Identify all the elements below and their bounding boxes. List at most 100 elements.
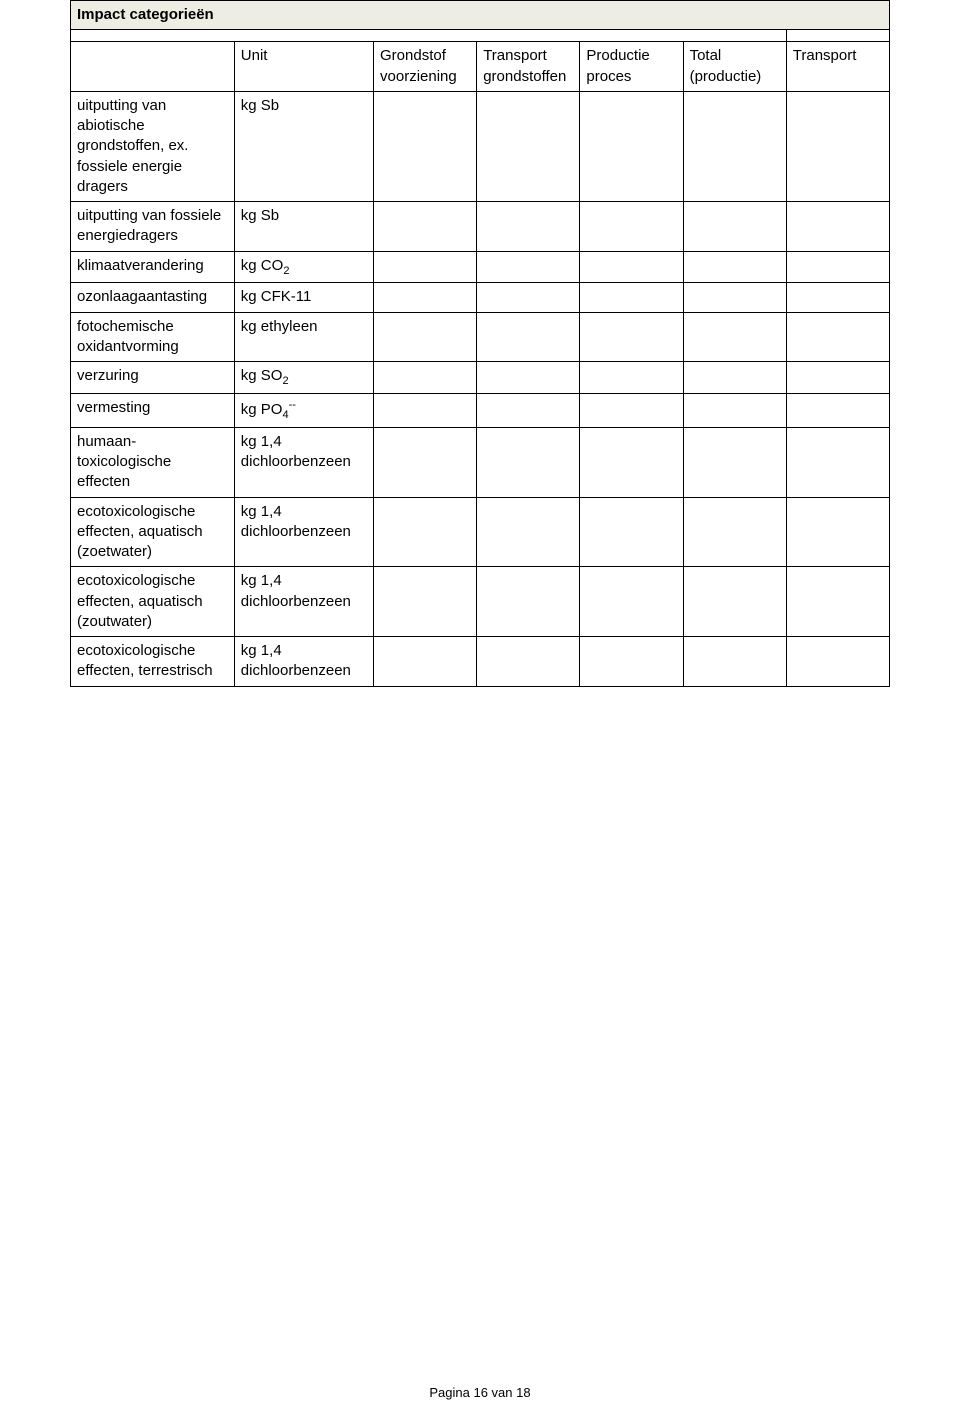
value-cell (477, 283, 580, 312)
value-cell (683, 637, 786, 687)
value-cell (477, 251, 580, 283)
header-transport-grond-l1: Transport (483, 47, 547, 64)
value-cell (374, 202, 477, 252)
unit-sub: 2 (283, 265, 289, 277)
value-cell (477, 202, 580, 252)
table-row: fotochemische oxidantvorming kg ethyleen (71, 312, 890, 362)
unit-cell: kg 1,4 dichloorbenzeen (234, 637, 373, 687)
value-cell (683, 362, 786, 394)
category-cell: klimaatverandering (71, 251, 235, 283)
value-cell (580, 497, 683, 567)
value-cell (786, 637, 889, 687)
value-cell (580, 427, 683, 497)
category-cell: ecotoxicologische effecten, aquatisch (z… (71, 567, 235, 637)
unit-cell: kg 1,4 dichloorbenzeen (234, 567, 373, 637)
value-cell (580, 91, 683, 201)
unit-cell: kg SO2 (234, 362, 373, 394)
table-row: uitputting van fossiele energiedragers k… (71, 202, 890, 252)
value-cell (374, 567, 477, 637)
value-cell (786, 283, 889, 312)
value-cell (477, 427, 580, 497)
unit-cell: kg Sb (234, 202, 373, 252)
unit-base: kg SO (241, 367, 283, 384)
page-footer: Pagina 16 van 18 (0, 1385, 960, 1400)
value-cell (374, 251, 477, 283)
category-cell: verzuring (71, 362, 235, 394)
value-cell (374, 362, 477, 394)
value-cell (580, 567, 683, 637)
table-row: vermesting kg PO4-- (71, 393, 890, 427)
header-total: Total (productie) (683, 42, 786, 92)
value-cell (786, 567, 889, 637)
header-productie-l1: Productie (586, 47, 649, 64)
category-cell: ecotoxicologische effecten, aquatisch (z… (71, 497, 235, 567)
header-blank (71, 42, 235, 92)
value-cell (683, 91, 786, 201)
value-cell (683, 497, 786, 567)
table-row: klimaatverandering kg CO2 (71, 251, 890, 283)
unit-sup: -- (289, 399, 296, 411)
value-cell (477, 91, 580, 201)
value-cell (786, 427, 889, 497)
unit-cell: kg PO4-- (234, 393, 373, 427)
table-header-row: Unit Grondstof voorziening Transport gro… (71, 42, 890, 92)
unit-cell: kg CO2 (234, 251, 373, 283)
value-cell (580, 393, 683, 427)
table-row: verzuring kg SO2 (71, 362, 890, 394)
table-row: uitputting van abiotische grondstoffen, … (71, 91, 890, 201)
value-cell (374, 427, 477, 497)
value-cell (786, 91, 889, 201)
value-cell (786, 393, 889, 427)
value-cell (580, 283, 683, 312)
value-cell (580, 251, 683, 283)
header-transport-grond-l2: grondstoffen (483, 68, 566, 85)
header-unit: Unit (234, 42, 373, 92)
table-row: ecotoxicologische effecten, aquatisch (z… (71, 497, 890, 567)
header-total-l2: (productie) (690, 68, 762, 85)
table-row: ozonlaagaantasting kg CFK-11 (71, 283, 890, 312)
value-cell (477, 567, 580, 637)
category-cell: uitputting van abiotische grondstoffen, … (71, 91, 235, 201)
value-cell (477, 362, 580, 394)
header-total-l1: Total (690, 47, 722, 64)
value-cell (786, 497, 889, 567)
header-productie-l2: proces (586, 68, 631, 85)
value-cell (683, 283, 786, 312)
header-productie: Productie proces (580, 42, 683, 92)
table-row: ecotoxicologische effecten, aquatisch (z… (71, 567, 890, 637)
value-cell (683, 427, 786, 497)
category-cell: fotochemische oxidantvorming (71, 312, 235, 362)
value-cell (374, 283, 477, 312)
value-cell (683, 202, 786, 252)
header-transport: Transport (786, 42, 889, 92)
unit-cell: kg 1,4 dichloorbenzeen (234, 497, 373, 567)
value-cell (580, 202, 683, 252)
value-cell (580, 312, 683, 362)
header-grondstof-l2: voorziening (380, 68, 457, 85)
header-transport-l1: Transport (793, 47, 857, 64)
value-cell (374, 637, 477, 687)
value-cell (786, 362, 889, 394)
impact-table: Impact categorieën Unit Grondstof voorzi… (70, 0, 890, 687)
value-cell (374, 91, 477, 201)
category-cell: ecotoxicologische effecten, terrestrisch (71, 637, 235, 687)
value-cell (477, 393, 580, 427)
unit-cell: kg Sb (234, 91, 373, 201)
spacer-row (71, 30, 890, 42)
table-title: Impact categorieën (71, 1, 890, 30)
category-cell: humaan-toxicologische effecten (71, 427, 235, 497)
value-cell (683, 393, 786, 427)
header-grondstof-l1: Grondstof (380, 47, 446, 64)
unit-sub: 2 (282, 375, 288, 387)
category-cell: vermesting (71, 393, 235, 427)
header-transport-grond: Transport grondstoffen (477, 42, 580, 92)
unit-cell: kg 1,4 dichloorbenzeen (234, 427, 373, 497)
unit-base: kg CO (241, 257, 284, 274)
category-cell: ozonlaagaantasting (71, 283, 235, 312)
category-cell: uitputting van fossiele energiedragers (71, 202, 235, 252)
table-title-row: Impact categorieën (71, 1, 890, 30)
unit-cell: kg CFK-11 (234, 283, 373, 312)
value-cell (683, 567, 786, 637)
value-cell (786, 312, 889, 362)
unit-base: kg PO (241, 401, 283, 418)
